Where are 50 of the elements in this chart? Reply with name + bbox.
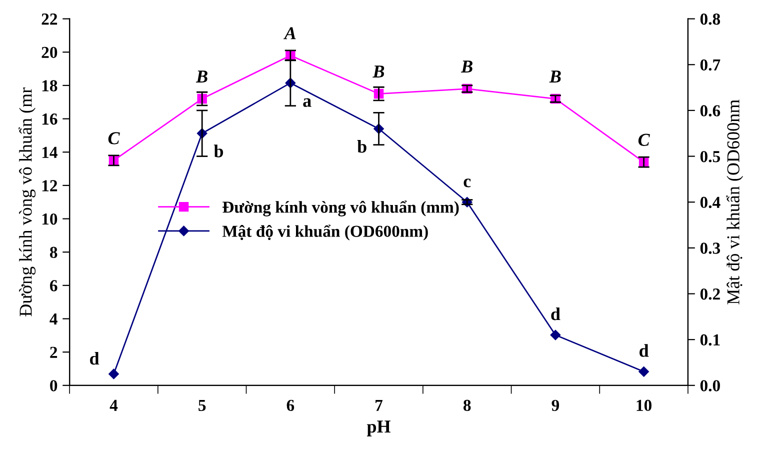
y-tick-label: 2 [50,346,58,358]
y-tick-label: 0 [50,380,58,392]
data-label: C [108,132,120,144]
point [108,368,119,380]
y-tick-label: 8 [50,246,58,258]
data-label: B [549,70,561,82]
data-label: c [464,178,471,188]
data-label: B [372,66,384,78]
x-tick-label: 9 [552,400,560,412]
x-tick-label: 10 [636,400,652,412]
y2-tick-label: 0.8 [700,14,720,25]
x-tick-label: 7 [376,400,383,411]
y-tick-label: 4 [50,314,58,325]
y-tick-label: 12 [42,180,58,192]
data-label: A [283,27,296,40]
y-axis-title: Đường kính vòng vô khuẩn (mr [18,88,36,316]
y2-tick-label: 0.2 [700,288,720,300]
x-axis-title: pH [366,420,391,436]
x-tick-label: 4 [110,400,118,411]
y-tick-label: 18 [42,80,58,92]
point [638,366,649,377]
y-tick-label: 22 [42,14,58,25]
y2-tick-label: 0.4 [700,196,720,208]
y2-tick-label: 0.3 [700,242,720,254]
legend-label: Mật độ vi khuẩn (OD600nm) [222,224,428,240]
x-tick-label: 5 [198,400,206,412]
y2-tick-label: 0.5 [700,150,720,162]
y-tick-label: 14 [42,146,58,158]
data-label: B [460,60,472,72]
data-label: d [551,308,560,320]
y2-tick-label: 0.7 [700,59,720,71]
y2-tick-label: 0.6 [700,105,720,116]
y-tick-label: 10 [42,213,58,225]
data-label: d [90,352,100,365]
x-tick-label: 8 [464,400,471,412]
point [550,330,561,340]
data-label: a [303,98,312,107]
x-tick-label: 6 [286,400,294,412]
y2-tick-label: 0.0 [700,380,720,392]
y-tick-label: 6 [50,280,58,292]
y2-tick-label: 0.1 [700,334,720,346]
data-label: d [640,344,649,357]
data-label: B [196,70,208,82]
y2-axis-title: Mật độ vi khuẩn (OD600nm [726,100,744,304]
y-tick-label: 20 [42,46,58,58]
y-tick-label: 16 [42,114,58,125]
data-label: C [638,134,650,146]
data-label: b [357,140,366,153]
legend-label: Đường kính vòng vô khuẩn (mm) [222,200,459,216]
data-label: b [214,144,224,158]
